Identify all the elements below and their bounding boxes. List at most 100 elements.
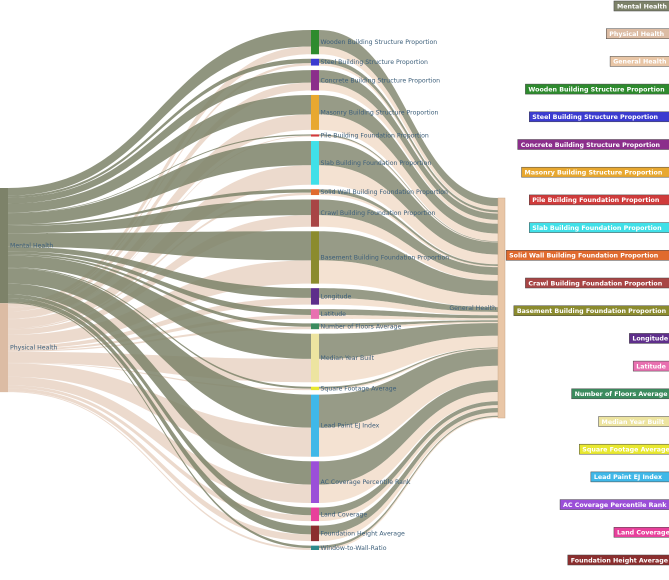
- legend-swatch: [525, 83, 669, 95]
- legend-item-ac-coverage-percentile-rank: AC Coverage Percentile Rank: [559, 499, 669, 510]
- node-concrete-building-structure-proportion: [311, 70, 319, 91]
- link-latitude-to-general-health: [319, 309, 498, 319]
- legend-item-number-of-floors-average: Number of Floors Average: [571, 388, 669, 400]
- link-mental-health-to-lead-paint-ej-index: [8, 268, 311, 428]
- link-longitude-to-general-health: [319, 297, 498, 316]
- link-lead-paint-ej-index-to-general-health: [319, 365, 498, 457]
- node-label-concrete-building-structure-proportion: Concrete Building Structure Proportion: [321, 77, 441, 84]
- link-solid-wall-building-foundation-proportion-to-general-health: [319, 189, 498, 266]
- link-concrete-building-structure-proportion-to-general-health: [319, 82, 498, 224]
- legend-label: Longitude: [632, 336, 668, 343]
- legend-item-pile-building-foundation-proportion: Pile Building Foundation Proportion: [529, 194, 669, 206]
- node-physical-health: [0, 303, 8, 393]
- legend-item-basement-building-foundation-proportion: Basement Building Foundation Proportion: [513, 305, 669, 316]
- legend-swatch: [529, 194, 669, 206]
- link-land-coverage-to-general-health: [319, 401, 498, 516]
- link-mental-health-to-pile-building-foundation-proportion: [8, 134, 311, 214]
- link-mental-health-to-foundation-height-average: [8, 298, 311, 535]
- legend-swatch: [567, 554, 669, 566]
- link-crawl-building-foundation-proportion-to-general-health: [319, 199, 498, 275]
- legend-label: Number of Floors Average: [575, 391, 668, 398]
- node-lead-paint-ej-index: [311, 394, 319, 457]
- node-label-window-to-wall-ratio: Window-to-Wall-Ratio: [321, 545, 387, 552]
- link-mental-health-to-concrete-building-structure-proportion: [8, 70, 311, 204]
- link-ac-coverage-percentile-rank-to-general-health: [319, 380, 498, 485]
- link-lead-paint-ej-index-to-general-health: [319, 349, 498, 428]
- link-physical-health-to-wooden-building-structure-proportion: [8, 46, 311, 307]
- node-label-land-coverage: Land Coverage: [321, 511, 368, 518]
- node-latitude: [311, 309, 319, 319]
- legend-swatch: [525, 277, 669, 289]
- node-label-lead-paint-ej-index: Lead Paint EJ Index: [321, 423, 380, 430]
- link-pile-building-foundation-proportion-to-general-health: [319, 134, 498, 242]
- link-mental-health-to-window-to-wall-ratio: [8, 302, 311, 549]
- legend-item-slab-building-foundation-proportion: Slab Building Foundation Proportion: [529, 222, 669, 233]
- link-masonry-building-structure-proportion-to-general-health: [319, 114, 498, 242]
- link-physical-health-to-window-to-wall-ratio: [8, 391, 311, 550]
- legend-swatch: [505, 250, 669, 261]
- legend-label: Masonry Building Structure Proportion: [525, 170, 663, 177]
- link-ac-coverage-percentile-rank-to-general-health: [319, 391, 498, 504]
- node-mental-health: [0, 188, 8, 304]
- link-slab-building-foundation-proportion-to-general-health: [319, 141, 498, 255]
- legend-item-steel-building-structure-proportion: Steel Building Structure Proportion: [529, 111, 669, 123]
- node-foundation-height-average: [311, 525, 319, 542]
- legend-label: General Health: [613, 59, 666, 66]
- node-label-longitude: Longitude: [321, 293, 352, 300]
- node-square-footage-average: [311, 386, 319, 391]
- node-longitude: [311, 288, 319, 305]
- link-physical-health-to-crawl-building-foundation-proportion: [8, 215, 311, 335]
- link-concrete-building-structure-proportion-to-general-health: [319, 70, 498, 220]
- legend-swatch: [571, 388, 669, 400]
- node-label-ac-coverage-percentile-rank: AC Coverage Percentile Rank: [321, 479, 411, 486]
- node-land-coverage: [311, 507, 319, 522]
- link-masonry-building-structure-proportion-to-general-health: [319, 94, 498, 234]
- legend-swatch: [590, 471, 669, 483]
- node-crawl-building-foundation-proportion: [311, 199, 319, 227]
- node-label-solid-wall-building-foundation-proportion: Solid Wall Building Foundation Proportio…: [321, 189, 449, 196]
- legend-swatch: [613, 527, 669, 538]
- node-solid-wall-building-foundation-proportion: [311, 189, 319, 196]
- node-number-of-floors-average: [311, 323, 319, 330]
- legend-item-solid-wall-building-foundation-proportion: Solid Wall Building Foundation Proportio…: [505, 250, 669, 261]
- legend-label: Wooden Building Structure Proportion: [528, 86, 664, 93]
- legend-label: Foundation Height Average: [571, 557, 668, 564]
- link-mental-health-to-land-coverage: [8, 294, 311, 516]
- link-physical-health-to-ac-coverage-percentile-rank: [8, 376, 311, 504]
- legend-label: Solid Wall Building Foundation Proportio…: [509, 253, 658, 260]
- link-mental-health-to-basement-building-foundation-proportion: [8, 231, 311, 261]
- node-label-basement-building-foundation-proportion: Basement Building Foundation Proportion: [321, 254, 450, 261]
- legend-label: Crawl Building Foundation Proportion: [528, 280, 662, 287]
- legend-label: Latitude: [636, 363, 666, 370]
- link-mental-health-to-wooden-building-structure-proportion: [8, 30, 311, 196]
- legend-label: Slab Building Foundation Proportion: [532, 225, 661, 232]
- legend: Mental Health Physical Health General Heal…: [505, 0, 669, 566]
- node-label-wooden-building-structure-proportion: Wooden Building Structure Proportion: [321, 39, 438, 46]
- legend-swatch: [529, 222, 669, 233]
- link-physical-health-to-land-coverage: [8, 385, 311, 522]
- legend-swatch: [609, 56, 669, 67]
- link-mental-health-to-latitude: [8, 251, 311, 315]
- legend-swatch: [513, 305, 669, 316]
- link-physical-health-to-lead-paint-ej-index: [8, 363, 311, 457]
- legend-label: Basement Building Foundation Proportion: [517, 308, 666, 315]
- link-slab-building-foundation-proportion-to-general-health: [319, 165, 498, 265]
- legend-item-wooden-building-structure-proportion: Wooden Building Structure Proportion: [525, 83, 669, 95]
- link-physical-health-to-solid-wall-building-foundation-proportion: [8, 192, 311, 330]
- link-basement-building-foundation-proportion-to-general-health: [319, 231, 498, 296]
- legend-item-square-footage-average: Square Footage Average: [579, 443, 669, 455]
- node-label-median-year-built: Median Year Built: [321, 355, 375, 362]
- node-label-latitude: Latitude: [321, 311, 347, 318]
- link-median-year-built-to-general-health: [319, 335, 498, 383]
- legend-swatch: [529, 111, 669, 123]
- node-label-number-of-floors-average: Number of Floors Average: [321, 323, 402, 330]
- link-mental-health-to-crawl-building-foundation-proportion: [8, 199, 311, 234]
- link-solid-wall-building-foundation-proportion-to-general-health: [319, 192, 498, 268]
- link-wooden-building-structure-proportion-to-general-health: [319, 46, 498, 211]
- legend-label: Lead Paint EJ Index: [594, 474, 662, 481]
- legend-item-concrete-building-structure-proportion: Concrete Building Structure Proportion: [517, 139, 669, 150]
- legend-item-mental-health: Mental Health: [613, 0, 669, 12]
- legend-label: Square Footage Average: [582, 447, 669, 454]
- node-general-health: [497, 197, 506, 419]
- link-window-to-wall-ratio-to-general-health: [319, 417, 498, 550]
